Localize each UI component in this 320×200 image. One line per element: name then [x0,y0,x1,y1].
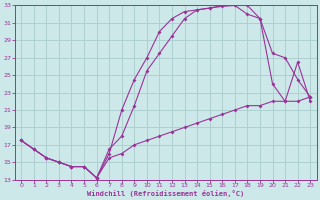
X-axis label: Windchill (Refroidissement éolien,°C): Windchill (Refroidissement éolien,°C) [87,190,244,197]
